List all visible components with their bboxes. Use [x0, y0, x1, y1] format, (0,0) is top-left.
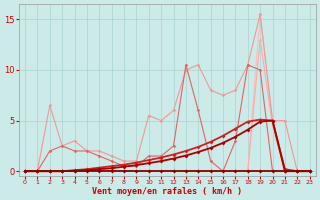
X-axis label: Vent moyen/en rafales ( km/h ): Vent moyen/en rafales ( km/h )	[92, 187, 242, 196]
